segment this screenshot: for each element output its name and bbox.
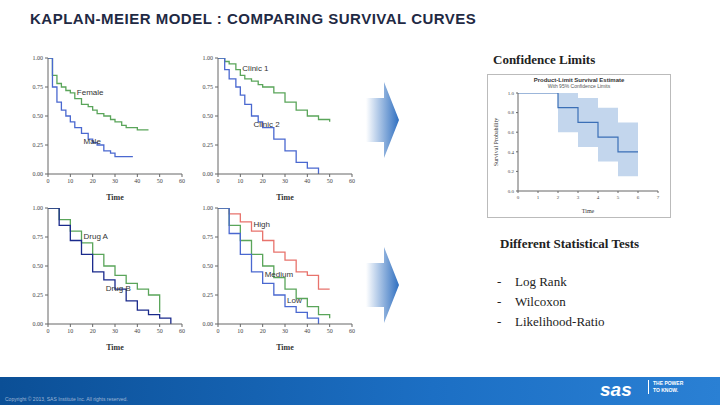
svg-text:0.50: 0.50 <box>203 263 214 269</box>
svg-text:Time: Time <box>276 193 294 200</box>
svg-text:0.75: 0.75 <box>33 234 44 240</box>
svg-text:Clinic 1: Clinic 1 <box>242 64 269 73</box>
html-text:Copyright © 2013, SAS Institut: Copyright © 2013, SAS Institute Inc. All… <box>5 396 128 402</box>
svg-text:Drug A: Drug A <box>84 232 109 241</box>
svg-text:4: 4 <box>597 195 600 200</box>
svg-text:0.25: 0.25 <box>33 292 44 298</box>
svg-text:5: 5 <box>617 195 620 200</box>
svg-text:0.25: 0.25 <box>33 142 44 148</box>
svg-text:2: 2 <box>557 195 560 200</box>
svg-text:Medium: Medium <box>265 270 294 279</box>
svg-text:50: 50 <box>157 328 163 334</box>
svg-text:3: 3 <box>577 195 580 200</box>
html-text:Confidence Limits: Confidence Limits <box>493 52 596 67</box>
svg-text:Low: Low <box>287 296 302 305</box>
svg-text:6: 6 <box>637 195 640 200</box>
svg-text:10: 10 <box>237 178 243 184</box>
svg-text:0.50: 0.50 <box>33 263 44 269</box>
html-text:Likelihood-Ratio: Likelihood-Ratio <box>515 314 605 329</box>
html-text:Product-Limit Survival Estimat: Product-Limit Survival Estimate <box>533 77 625 83</box>
svg-text:0.75: 0.75 <box>203 234 214 240</box>
svg-text:10: 10 <box>67 328 73 334</box>
html-text:THE POWER TO KNOW.: THE POWER TO KNOW. <box>653 380 684 393</box>
svg-text:40: 40 <box>304 328 310 334</box>
svg-text:0.6: 0.6 <box>508 130 515 135</box>
html-text:Different Statistical Tests: Different Statistical Tests <box>500 236 640 251</box>
svg-text:30: 30 <box>112 328 118 334</box>
svg-text:60: 60 <box>349 178 355 184</box>
svg-text:20: 20 <box>90 178 96 184</box>
svg-text:0.00: 0.00 <box>203 171 214 177</box>
svg-text:0.75: 0.75 <box>203 84 214 90</box>
svg-text:30: 30 <box>282 328 288 334</box>
svg-text:40: 40 <box>134 178 140 184</box>
svg-text:Time: Time <box>276 343 294 350</box>
svg-text:0.0: 0.0 <box>508 189 515 194</box>
html-text:Log Rank: Log Rank <box>515 274 567 289</box>
svg-text:0.50: 0.50 <box>33 113 44 119</box>
svg-text:Time: Time <box>106 343 124 350</box>
svg-text:Time: Time <box>582 208 595 213</box>
svg-text:High: High <box>254 220 270 229</box>
svg-text:10: 10 <box>67 178 73 184</box>
svg-text:Female: Female <box>77 88 104 97</box>
svg-text:0.50: 0.50 <box>203 113 214 119</box>
svg-text:Drug B: Drug B <box>106 284 131 293</box>
svg-text:7: 7 <box>657 195 660 200</box>
svg-text:30: 30 <box>282 178 288 184</box>
svg-text:60: 60 <box>179 178 185 184</box>
svg-text:30: 30 <box>112 178 118 184</box>
svg-text:40: 40 <box>304 178 310 184</box>
svg-text:50: 50 <box>157 178 163 184</box>
svg-text:Survival Probability: Survival Probability <box>493 118 499 167</box>
svg-text:0: 0 <box>217 328 220 334</box>
svg-text:1.00: 1.00 <box>33 205 44 211</box>
svg-text:0: 0 <box>47 178 50 184</box>
svg-text:10: 10 <box>237 328 243 334</box>
svg-text:50: 50 <box>327 328 333 334</box>
svg-text:20: 20 <box>260 178 266 184</box>
svg-text:0: 0 <box>217 178 220 184</box>
svg-text:0: 0 <box>517 195 520 200</box>
svg-text:0.2: 0.2 <box>508 169 515 174</box>
svg-text:0.25: 0.25 <box>203 292 214 298</box>
svg-text:0.00: 0.00 <box>33 171 44 177</box>
html-text:sas: sas <box>600 379 632 400</box>
svg-text:0.8: 0.8 <box>508 110 515 115</box>
svg-text:0.25: 0.25 <box>203 142 214 148</box>
svg-text:0.4: 0.4 <box>508 150 515 155</box>
html-text:With 95% Confidence Limits: With 95% Confidence Limits <box>547 83 611 89</box>
svg-text:20: 20 <box>90 328 96 334</box>
svg-text:60: 60 <box>179 328 185 334</box>
html-text:Wilcoxon: Wilcoxon <box>515 294 566 309</box>
svg-text:1.00: 1.00 <box>203 205 214 211</box>
svg-text:50: 50 <box>327 178 333 184</box>
svg-text:1.0: 1.0 <box>508 91 515 96</box>
html-text:KAPLAN-MEIER MODEL : COMPARING: KAPLAN-MEIER MODEL : COMPARING SURVIVAL … <box>30 10 477 27</box>
svg-text:0.75: 0.75 <box>33 84 44 90</box>
svg-text:0: 0 <box>47 328 50 334</box>
svg-text:40: 40 <box>134 328 140 334</box>
svg-text:Clinic 2: Clinic 2 <box>254 120 281 129</box>
svg-text:Male: Male <box>84 137 102 146</box>
svg-text:Time: Time <box>106 193 124 200</box>
svg-text:1: 1 <box>537 195 540 200</box>
svg-text:0.00: 0.00 <box>203 321 214 327</box>
svg-text:1.00: 1.00 <box>203 55 214 61</box>
svg-text:0.00: 0.00 <box>33 321 44 327</box>
svg-text:20: 20 <box>260 328 266 334</box>
svg-text:1.00: 1.00 <box>33 55 44 61</box>
svg-text:60: 60 <box>349 328 355 334</box>
